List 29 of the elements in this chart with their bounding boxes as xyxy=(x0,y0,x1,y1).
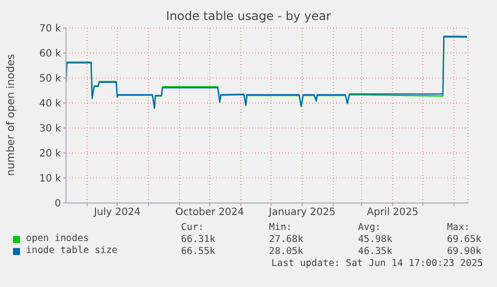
text: 45.98k xyxy=(358,234,392,245)
text: 27.68k xyxy=(269,234,304,245)
y-tick-label: 70 k xyxy=(39,24,62,35)
x-tick-label: April 2025 xyxy=(366,207,418,218)
x-tick-label: July 2024 xyxy=(92,207,141,218)
text: Min: xyxy=(269,222,292,233)
text: Avg: xyxy=(358,222,381,233)
text: 66.55k xyxy=(181,246,216,257)
text: 66.31k xyxy=(181,234,216,245)
legend-label: open inodes xyxy=(26,233,89,244)
text: Max: xyxy=(447,222,470,233)
y-axis-title: number of open inodes xyxy=(5,54,17,176)
text: 69.90k xyxy=(447,246,482,257)
y-tick-label: 10 k xyxy=(39,174,62,185)
y-tick-label: 60 k xyxy=(39,48,62,60)
text: 69.65k xyxy=(447,234,482,245)
chart-title: Inode table usage - by year xyxy=(165,9,332,23)
y-tick-label: 50 k xyxy=(39,74,62,85)
y-tick-label: 0 xyxy=(54,198,61,210)
text: Cur: xyxy=(181,222,204,233)
y-tick-label: 30 k xyxy=(39,124,62,135)
text: Last update: Sat Jun 14 17:00:23 2025 xyxy=(271,258,483,269)
text: 46.35k xyxy=(358,246,392,257)
x-tick-label: January 2025 xyxy=(268,207,336,218)
y-tick-label: 20 k xyxy=(39,148,62,160)
text: 28.05k xyxy=(269,246,304,257)
legend-label: inode table size xyxy=(26,245,118,256)
y-tick-label: 40 k xyxy=(39,98,62,110)
x-tick-label: October 2024 xyxy=(175,207,244,218)
